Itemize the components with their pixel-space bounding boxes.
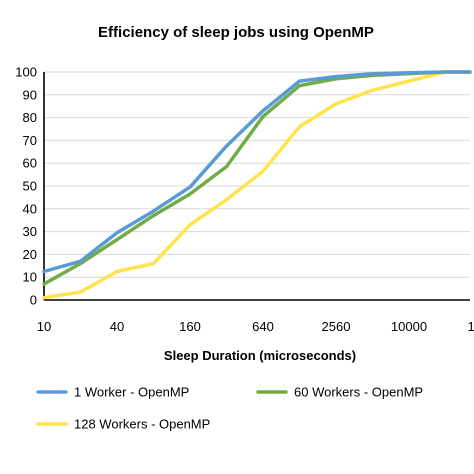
series-line-3 (42, 70, 472, 300)
y-tick-label: 90 (23, 87, 37, 102)
y-tick-label: 10 (23, 270, 37, 285)
x-tick-label: 10000 (391, 319, 427, 334)
y-tick-labels: 0 10 20 30 40 50 60 70 80 90 100 (15, 65, 37, 308)
x-tick-labels: 10 40 160 640 2560 10000 1000 (37, 319, 474, 334)
x-tick-label: 1000 (468, 319, 474, 334)
y-tick-label: 100 (15, 65, 37, 80)
y-tick-label: 70 (23, 133, 37, 148)
x-tick-label: 640 (252, 319, 274, 334)
legend-label-3: 128 Workers - OpenMP (74, 417, 210, 432)
series-lines (42, 70, 472, 300)
x-tick-label: 2560 (322, 319, 351, 334)
y-tick-label: 50 (23, 179, 37, 194)
legend-label-2: 60 Workers - OpenMP (294, 385, 423, 400)
y-tick-label: 80 (23, 110, 37, 125)
y-tick-label: 30 (23, 224, 37, 239)
x-axis-title: Sleep Duration (microseconds) (164, 348, 356, 363)
legend: 1 Worker - OpenMP 60 Workers - OpenMP 128 … (36, 385, 423, 432)
legend-label-1: 1 Worker - OpenMP (74, 385, 189, 400)
axes (43, 72, 470, 301)
series-line-1 (42, 70, 472, 274)
y-tick-label: 20 (23, 247, 37, 262)
y-tick-label: 0 (30, 293, 37, 308)
y-tick-label: 40 (23, 201, 37, 216)
x-tick-label: 40 (110, 319, 124, 334)
x-tick-label: 160 (179, 319, 201, 334)
chart-title: Efficiency of sleep jobs using OpenMP (98, 24, 374, 41)
y-tick-label: 60 (23, 156, 37, 171)
x-tick-label: 10 (37, 319, 51, 334)
